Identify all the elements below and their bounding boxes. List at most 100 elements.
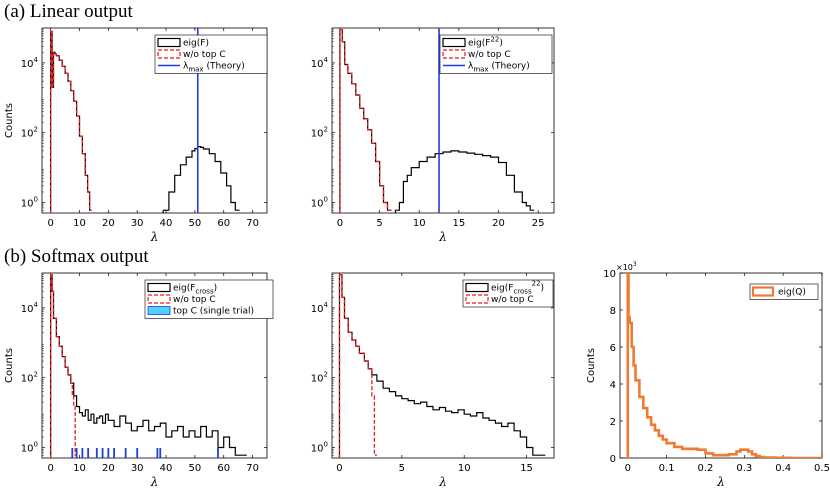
legend-label: w/o top C [173,295,216,305]
legend-label: w/o top C [468,50,511,60]
series-eig-f-outliers [163,146,240,211]
y-tick-label: 10 [603,269,616,280]
legend-swatch-orange [751,286,775,297]
y-tick-label: 4 [610,380,616,391]
x-tick-label: 15 [452,218,465,229]
x-tick-label: 0.5 [814,463,830,474]
y-tick-label: 102 [21,126,38,140]
axes-box [331,272,555,459]
x-tick-label: 40 [160,463,173,474]
x-tick-label: 40 [160,218,173,229]
x-tick-label: 10 [73,463,86,474]
x-tick-label: 60 [217,218,230,229]
axes-box [41,272,268,459]
plot-area [338,273,546,458]
x-axis-label: λ [150,475,159,489]
legend-label: eig(Fcross22) [491,280,544,296]
chart-softmax-eigF22cross: 0 5 10 15 100 102 104 λ eig(Fcross22)w/o top C [311,272,555,489]
legend: eig(Q) [749,283,819,300]
x-tick-label: 10 [413,218,426,229]
y-tick-label: 2 [610,417,616,428]
x-tick-label: 30 [131,218,144,229]
y-tick-label: 100 [21,440,38,454]
x-tick-label: 0 [337,218,343,229]
y-tick-label: 0 [610,454,616,465]
chart-softmax-eigFcross: 0 10 20 30 40 50 60 70 100 102 104 λ Counts eig(Fcros… [4,272,274,489]
y-tick-label: 104 [21,56,39,70]
y-axis-label: Counts [4,348,15,383]
y-tick-label: 104 [311,56,329,70]
chart-linear-eigF: 0 10 20 30 40 50 60 70 100 102 104 λ Counts eig(F)w/o… [4,27,268,244]
x-tick-label: 15 [520,463,533,474]
x-tick-label: 25 [532,218,545,229]
series-w-o-top-c [50,273,77,456]
series-eig-f-22- [339,29,392,211]
legend-swatch-black [442,37,466,48]
series-eig-f-cross- [50,274,247,456]
x-tick-label: 50 [189,218,202,229]
x-tick-label: 5 [399,463,405,474]
x-tick-label: 10 [73,218,86,229]
legend-label: w/o top C [183,50,226,60]
y-tick-label: 100 [311,440,328,454]
x-tick-label: 70 [246,218,259,229]
legend-swatch-black [157,37,181,48]
y-tick-label: 6 [610,343,616,354]
legend-swatch-cyan [147,306,171,315]
legend: eig(F)w/o top C λmax (Theory) [154,34,268,74]
y-tick-label: 100 [311,195,328,209]
plot-area [339,28,535,213]
x-tick-label: 0.1 [659,463,675,474]
x-tick-label: 0 [625,463,631,474]
plot-area [626,273,822,458]
x-tick-label: 60 [217,463,230,474]
x-tick-label: 10 [458,463,471,474]
series-eig-f-22-outliers [395,150,535,211]
series-w-o-top-c [339,28,392,211]
legend-label: eig(F22) [468,36,503,49]
y-multiplier: ×103 [616,261,637,272]
legend-label: eig(Q) [778,288,806,298]
x-tick-label: 70 [246,463,259,474]
y-tick-label: 104 [21,301,39,315]
legend: eig(Fcross22)w/o top C [462,280,554,308]
legend-label: top C (single trial) [173,307,254,317]
y-tick-label: 100 [21,195,38,209]
x-tick-label: 0 [47,463,53,474]
series-w-o-top-c [339,273,377,456]
x-axis-label: λ [438,230,447,244]
legend-label: w/o top C [491,295,534,305]
axes-box [331,27,555,214]
legend-label: λmax (Theory) [468,62,530,74]
legend: eig(Fcross)w/o top C top C (single trial) [144,279,274,319]
legend-swatch-red [147,294,171,304]
x-tick-label: 0.4 [775,463,791,474]
y-tick-label: 102 [311,371,328,385]
legend-label: eig(F) [183,39,209,49]
chart-softmax-eigQ: 0 0.1 0.2 0.3 0.4 0.5 0 2 4 6 8 10 λ Counts ×103 eig(Q) [586,261,830,489]
legend: eig(F22)w/o top C λmax (Theory) [439,34,553,74]
section-title-softmax: (b) Softmax output [4,246,149,267]
legend-swatch-black [147,282,171,293]
x-tick-label: 0 [336,463,342,474]
x-tick-label: 5 [376,218,382,229]
legend-swatch-red [157,49,181,59]
x-axis-label: λ [438,475,447,489]
y-tick-label: 102 [311,126,328,140]
x-tick-label: 20 [102,218,115,229]
x-tick-label: 0 [47,218,53,229]
x-axis-label: λ [150,230,159,244]
x-tick-label: 0.2 [698,463,714,474]
y-axis-label: Counts [586,348,597,383]
axes-box [41,27,268,214]
legend-swatch-black [465,282,489,293]
series-eig-f- [50,30,92,211]
plot-area [50,273,247,458]
y-tick-label: 8 [610,306,616,317]
series-eig-q- [627,273,822,458]
legend-box [154,34,268,74]
legend-swatch-red [465,294,489,304]
legend-label: λmax (Theory) [183,62,245,74]
series-w-o-top-c [50,30,92,211]
